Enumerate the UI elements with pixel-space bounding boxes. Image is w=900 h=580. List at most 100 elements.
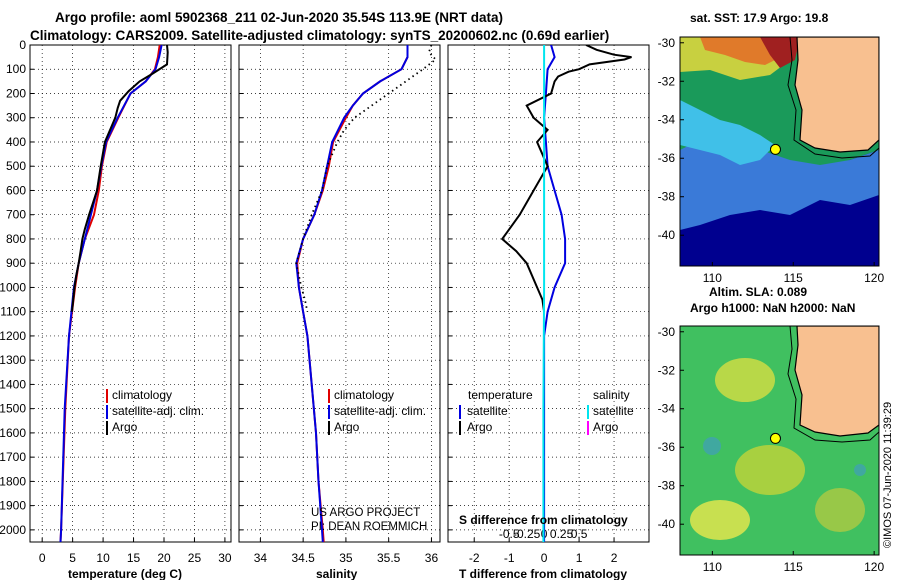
- figure-title-line2: Climatology: CARS2009. Satellite-adjuste…: [30, 28, 609, 43]
- m2-lat-tick-label: -38: [658, 479, 676, 493]
- sla-map-panel: Altim. SLA: 0.089 Argo h1000: NaN h2000:…: [658, 285, 885, 574]
- s-diff-tick-label: -0.5: [499, 527, 520, 541]
- legend-satellite-label: satellite-adj. clim.: [112, 404, 204, 418]
- credit-project: US ARGO PROJECT: [311, 507, 420, 519]
- legend-climatology-label-2: climatology: [334, 388, 394, 402]
- sla-map-subtitle: Argo h1000: NaN h2000: NaN: [690, 301, 855, 315]
- depth-tick-label: 800: [6, 232, 26, 246]
- temp-x-tick-label: 5: [69, 551, 76, 565]
- depth-tick-label: 2000: [0, 523, 26, 537]
- m1-lon-tick-label: 115: [784, 271, 803, 285]
- diff-x-tick-label: 2: [611, 551, 618, 565]
- diff-series-s-satellite: [542, 45, 546, 542]
- temp-x-tick-label: 15: [127, 551, 141, 565]
- sal-x-tick-label: 35: [339, 551, 353, 565]
- temp-series-argo: [71, 45, 169, 312]
- diff-series-t-argo: [500, 45, 632, 312]
- sal-series-argo: [295, 45, 438, 312]
- depth-tick-label: 1700: [0, 450, 26, 464]
- s-diff-tick-label: -0.25: [513, 527, 541, 541]
- depth-tick-label: 1400: [0, 377, 26, 391]
- difference-lines: [500, 45, 632, 542]
- legend-salinity-header: salinity: [593, 388, 630, 402]
- legend-temperature-header: temperature: [468, 388, 533, 402]
- depth-tick-label: 1000: [0, 280, 26, 294]
- sla-map-title: Altim. SLA: 0.089: [709, 285, 807, 299]
- depth-tick-label: 0: [19, 38, 26, 52]
- depth-tick-label: 1300: [0, 353, 26, 367]
- sla-lon-tick-labels: 110 115 120: [703, 551, 884, 574]
- depth-tick-label: 700: [6, 208, 26, 222]
- legend-t-argo-label: Argo: [467, 420, 493, 434]
- m1-lat-tick-label: -30: [658, 36, 676, 50]
- legend-s-satellite-label: satellite: [593, 404, 634, 418]
- sla-map-field: [680, 326, 879, 555]
- difference-panel: -2 -1 0 1 2 -0.5-0.25 0 0.250.5 S difference f…: [447, 44, 650, 580]
- depth-tick-label: 1800: [0, 474, 26, 488]
- legend-t-satellite-label: satellite: [467, 404, 508, 418]
- sla-high-patch-4: [815, 488, 865, 532]
- s-diff-tick-label: 0.25: [550, 527, 574, 541]
- salinity-legend: climatology satellite-adj. clim. Argo: [328, 388, 426, 435]
- depth-tick-label: 900: [6, 256, 26, 270]
- legend-s-argo-label: Argo: [593, 420, 619, 434]
- temperature-lines: [59, 45, 169, 542]
- m1-lat-tick-label: -38: [658, 190, 676, 204]
- sst-lon-tick-labels: 110 115 120: [703, 262, 884, 285]
- legend-argo-label-2: Argo: [334, 420, 360, 434]
- sst-hottest-band: [760, 37, 800, 68]
- sla-high-patch-1: [715, 358, 775, 402]
- temperature-panel: 0100200300400500600700800900100011001200…: [0, 38, 232, 580]
- temp-x-tick-label: 10: [96, 551, 110, 565]
- depth-tick-label: 500: [6, 159, 26, 173]
- diff-x-tick-label: 1: [576, 551, 583, 565]
- difference-tick-labels: -2 -1 0 1 2: [469, 551, 618, 565]
- temp-x-tick-label: 30: [218, 551, 232, 565]
- difference-legend: temperature salinity satellite Argo sate…: [459, 388, 634, 435]
- sla-float-position-marker: [769, 432, 781, 444]
- m1-lat-tick-label: -40: [658, 228, 676, 242]
- sst-map-title: sat. SST: 17.9 Argo: 19.8: [690, 11, 829, 25]
- depth-tick-label: 400: [6, 135, 26, 149]
- difference-plot-frame: [447, 44, 650, 543]
- credit-pi: PI: DEAN ROEMMICH: [311, 521, 427, 533]
- sst-cyan-patch: [680, 100, 775, 165]
- s-diff-tick-label: 0.5: [571, 527, 588, 541]
- m2-lon-tick-label: 110: [703, 560, 722, 574]
- diff-x-tick-label: -2: [469, 551, 480, 565]
- salinity-xlabel: salinity: [316, 567, 358, 580]
- m1-lat-tick-label: -32: [658, 74, 676, 88]
- sla-high-patch-2: [735, 445, 805, 495]
- m2-lon-tick-label: 115: [784, 560, 803, 574]
- temperature-xlabel: temperature (deg C): [68, 567, 182, 580]
- temp-x-tick-label: 0: [39, 551, 46, 565]
- depth-tick-label: 1200: [0, 329, 26, 343]
- depth-tick-label: 1100: [0, 305, 26, 319]
- sst-land-australia: [794, 37, 879, 153]
- sal-series-satellite-adj-clim-: [295, 45, 409, 542]
- salinity-tick-labels: 34 34.5 35 35.5 36: [254, 551, 439, 565]
- sal-x-tick-label: 36: [425, 551, 439, 565]
- temperature-plot-frame: [29, 44, 232, 543]
- temp-x-tick-label: 25: [188, 551, 202, 565]
- sla-land-australia: [794, 326, 879, 437]
- m1-lat-tick-label: -36: [658, 151, 676, 165]
- diff-x-tick-label: 0: [541, 551, 548, 565]
- depth-tick-label: 200: [6, 86, 26, 100]
- sla-map-frame: [679, 325, 880, 556]
- depth-tick-label: 600: [6, 183, 26, 197]
- m2-lat-tick-label: -32: [658, 363, 676, 377]
- s-difference-label: S difference from climatology: [459, 513, 628, 527]
- sal-x-tick-label: 34: [254, 551, 268, 565]
- depth-tick-label: 100: [6, 62, 26, 76]
- m2-lat-tick-label: -30: [658, 325, 676, 339]
- sst-lat-tick-labels: -30 -32 -34 -36 -38 -40: [658, 36, 684, 242]
- salinity-panel: 34 34.5 35 35.5 36 salinity climatology sate…: [238, 44, 441, 580]
- legend-climatology-label: climatology: [112, 388, 172, 402]
- sla-low-eddy-1: [703, 437, 721, 455]
- diff-x-tick-label: -1: [504, 551, 515, 565]
- sla-shelf-contour: [787, 326, 879, 443]
- temp-x-tick-label: 20: [157, 551, 171, 565]
